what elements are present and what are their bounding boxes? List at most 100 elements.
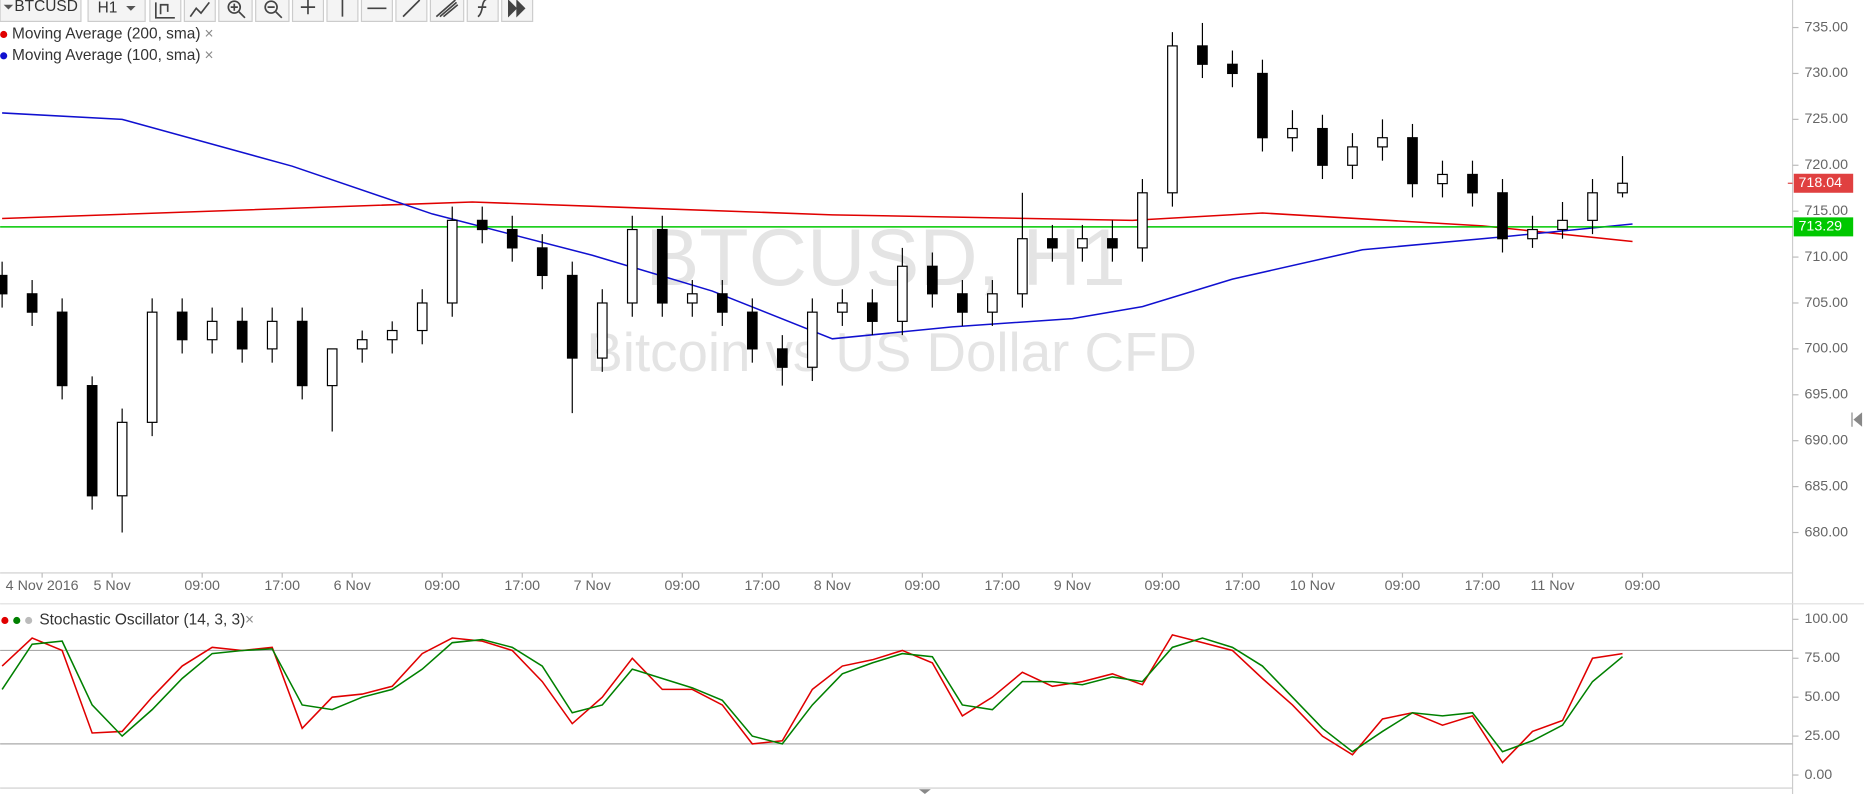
- candle-body: [746, 311, 758, 350]
- legend-dot: [13, 616, 21, 625]
- candle-body: [1557, 219, 1568, 231]
- interval[interactable]: H1: [98, 0, 118, 16]
- x-tick-label: 8 Nov: [814, 578, 852, 594]
- last-price-bg: [1793, 173, 1854, 193]
- x-tick-label: 09:00: [664, 578, 700, 594]
- y-tick-label: 50.00: [1804, 689, 1840, 705]
- x-tick-label: 9 Nov: [1054, 578, 1092, 594]
- plot: 680.00 685.00 690.00 695.00 700.00 705.00 710.…: [0, 19, 1854, 783]
- candle-body: [476, 219, 488, 231]
- candle-body: [1497, 192, 1508, 240]
- candle-body: [26, 293, 38, 313]
- x-tick-label: 6 Nov: [334, 578, 372, 594]
- candle-body: [716, 293, 728, 313]
- candle-body: [1197, 45, 1208, 65]
- line-series: [2, 112, 1633, 340]
- candle-body: [1077, 238, 1088, 249]
- legend-remove[interactable]: ×: [205, 26, 214, 43]
- candle-body: [386, 329, 398, 341]
- candle-body: [1167, 45, 1178, 194]
- last-price-label: 718.04: [1799, 175, 1843, 191]
- candle-body: [56, 311, 68, 387]
- candle-body: [1317, 127, 1328, 166]
- x-tick-label: 09:00: [184, 578, 220, 594]
- line-series: [1, 633, 1623, 764]
- x-tick-label: 09:00: [1145, 578, 1181, 594]
- x-tick-label: 10 Nov: [1290, 578, 1336, 594]
- candle-body: [896, 265, 908, 322]
- candle-body: [1107, 238, 1118, 249]
- candle-body: [266, 320, 278, 350]
- candle-body: [536, 247, 548, 277]
- candle-body: [116, 421, 128, 497]
- candle-body: [1017, 238, 1028, 295]
- line-series: [2, 201, 1633, 243]
- y-tick-label: 725.00: [1804, 111, 1848, 127]
- x-tick-label: 5 Nov: [94, 578, 132, 594]
- candle-body: [1347, 146, 1358, 166]
- remove-icon[interactable]: ×: [245, 612, 254, 629]
- x-tick-label: 11 Nov: [1530, 578, 1575, 594]
- candle-body: [1287, 127, 1298, 139]
- candle-body: [1257, 72, 1268, 139]
- tool-buttons[interactable]: [149, 0, 534, 22]
- dropdown-icon: [3, 4, 14, 10]
- candle-body: [957, 293, 968, 313]
- candle-body: [0, 274, 8, 295]
- symbol-box[interactable]: [0, 0, 82, 22]
- y-tick-label: 75.00: [1804, 650, 1840, 666]
- legend-remove[interactable]: ×: [205, 47, 214, 64]
- candle-body: [566, 274, 578, 359]
- y-tick-label: 25.00: [1804, 728, 1840, 744]
- candle-body: [1227, 63, 1238, 75]
- candle-body: [1407, 137, 1418, 185]
- candle-body: [626, 228, 638, 304]
- candle-body: [326, 348, 338, 387]
- candle-body: [176, 311, 188, 341]
- collapse-icon[interactable]: [918, 789, 931, 794]
- legend-label: Moving Average (100, sma): [12, 47, 201, 64]
- watermark: BTCUSD, H1: [645, 213, 1125, 303]
- y-tick-label: 700.00: [1804, 341, 1848, 357]
- y-tick-label: 685.00: [1804, 478, 1848, 494]
- candle-body: [206, 320, 218, 341]
- candle-body: [927, 265, 938, 295]
- stoch-title: Stochastic Oscillator (14, 3, 3): [39, 612, 245, 629]
- candle-body: [806, 311, 818, 368]
- candle-body: [1377, 137, 1388, 148]
- interval-box[interactable]: [87, 0, 146, 22]
- x-tick-label: 09:00: [905, 578, 941, 594]
- x-tick-label: 17:00: [1465, 578, 1501, 594]
- y-tick-label: 705.00: [1804, 295, 1848, 311]
- candle-body: [836, 302, 848, 313]
- line-series: [1, 637, 1624, 753]
- scroll-icon[interactable]: [1851, 412, 1863, 427]
- candle-body: [1527, 228, 1538, 240]
- y-tick-label: 690.00: [1804, 432, 1848, 448]
- x-tick-label: 17:00: [264, 578, 300, 594]
- candle-body: [1437, 173, 1448, 185]
- symbol[interactable]: BTCUSD: [14, 0, 77, 15]
- legend-dot: [1, 616, 9, 625]
- candle-body: [656, 228, 668, 304]
- candle-body: [776, 348, 788, 368]
- x-tick-label: 17:00: [504, 578, 540, 594]
- candle-body: [866, 302, 878, 322]
- price-label-bg: [1793, 217, 1854, 237]
- candle-body: [987, 293, 998, 313]
- x-tick-label: 17:00: [985, 578, 1021, 594]
- y-tick-label: 720.00: [1804, 157, 1848, 173]
- legend-dot: [0, 52, 8, 60]
- candle-body: [416, 302, 428, 332]
- candle-body: [1047, 238, 1058, 249]
- tool-icons: [154, 0, 526, 19]
- y-tick-label: 710.00: [1804, 249, 1848, 265]
- candle-body: [446, 219, 458, 304]
- x-tick-label: 4 Nov 2016: [6, 578, 79, 594]
- toolbar: BTCUSD H1: [0, 0, 534, 22]
- candle-body: [356, 339, 368, 350]
- y-tick-label: 0.00: [1804, 767, 1832, 783]
- legend-label: Moving Average (200, sma): [12, 26, 201, 43]
